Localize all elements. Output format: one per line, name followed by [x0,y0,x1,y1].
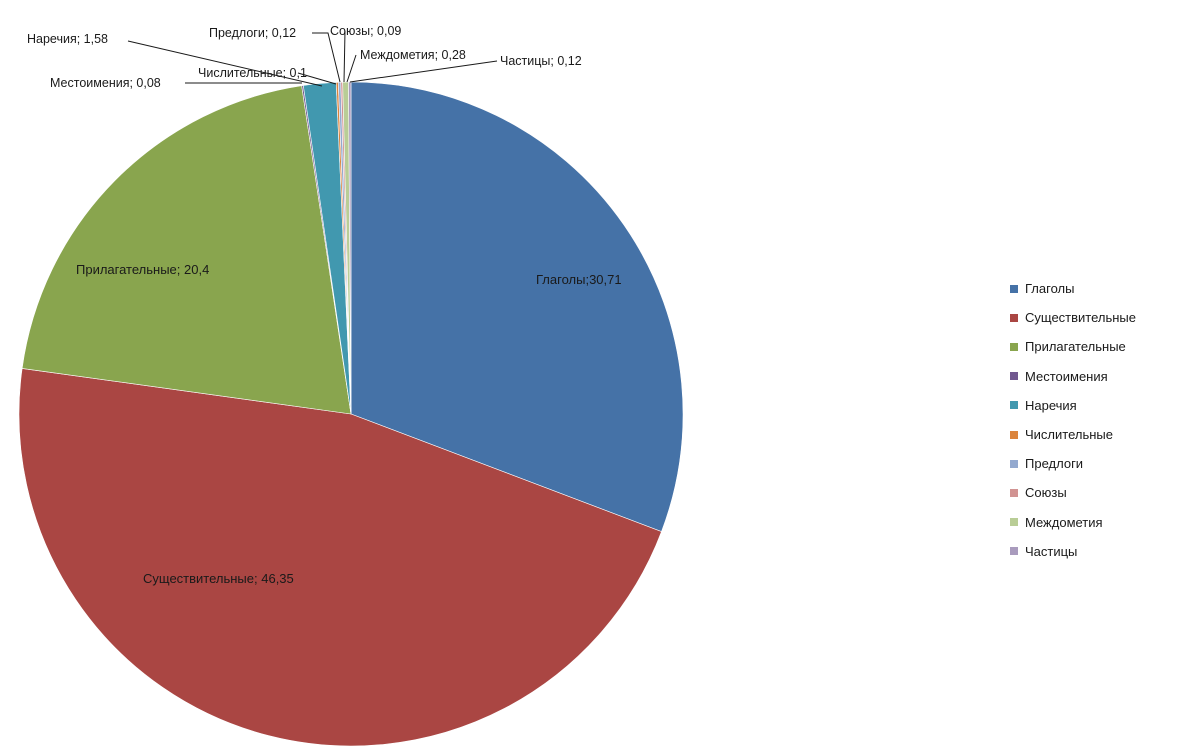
label-chislitelnye: Числительные; 0,1 [198,66,307,80]
legend-swatch [1010,430,1018,439]
leader-line-narechiya [127,40,323,87]
legend-swatch [1010,459,1018,468]
leader-line-mezhdometiya [346,54,357,83]
legend-label: Глаголы [1025,281,1075,297]
legend-label: Прилагательные [1025,339,1126,355]
leader-line-chislitelnye [297,72,337,85]
pie-slices [18,81,684,747]
legend-item-mestoimeniya: Местоимения [1010,362,1136,391]
legend-swatch [1010,547,1018,556]
legend-item-prilagatelnye: Прилагательные [1010,332,1136,361]
legend-swatch [1010,401,1018,410]
label-mestoimeniya: Местоимения; 0,08 [50,76,161,90]
legend-label: Союзы [1025,485,1067,501]
pie-slice-sushchestvitelnye [18,368,662,747]
legend-swatch [1010,313,1018,322]
legend-item-chislitelnye: Числительные [1010,420,1136,449]
legend-item-mezhdometiya: Междометия [1010,508,1136,537]
pie-slice-prilagatelnye [21,85,352,415]
leader-line-predlogi [312,32,341,83]
legend-item-narechiya: Наречия [1010,391,1136,420]
legend-label: Существительные [1025,310,1137,326]
legend-label: Наречия [1025,397,1077,413]
legend-label: Междометия [1025,514,1103,530]
label-soyuzy: Союзы; 0,09 [330,24,401,38]
leader-line-chastitsy [349,60,498,83]
label-predlogi: Предлоги; 0,12 [209,26,296,40]
legend-swatch [1010,372,1018,381]
legend-item-chastitsy: Частицы [1010,537,1136,566]
legend-label: Числительные [1025,427,1113,443]
chart-legend: Глаголы Существительные Прилагательные М… [1010,274,1136,566]
pie-labels: Глаголы;30,71 Существительные; 46,35 При… [27,24,622,586]
legend-item-glagoly: Глаголы [1010,274,1136,303]
label-leader-lines [127,30,498,87]
legend-label: Частицы [1025,543,1078,559]
label-prilagatelnye: Прилагательные; 20,4 [76,262,209,277]
legend-label: Предлоги [1025,456,1084,472]
legend-swatch [1010,488,1018,497]
legend-swatch [1010,518,1018,527]
legend-item-sushchestvitelnye: Существительные [1010,303,1136,332]
leader-line-soyuzy [343,30,346,83]
legend-item-soyuzy: Союзы [1010,478,1136,507]
legend-swatch [1010,342,1018,351]
legend-label: Местоимения [1025,368,1108,384]
legend-swatch [1010,284,1018,293]
label-sushchestvitelnye: Существительные; 46,35 [143,571,294,586]
legend-item-predlogi: Предлоги [1010,449,1136,478]
label-mezhdometiya: Междометия; 0,28 [360,48,466,62]
pie-slice-glagoly [350,81,684,532]
label-narechiya: Наречия; 1,58 [27,32,108,46]
label-glagoly: Глаголы;30,71 [536,272,622,287]
label-chastitsy: Частицы; 0,12 [500,54,582,68]
